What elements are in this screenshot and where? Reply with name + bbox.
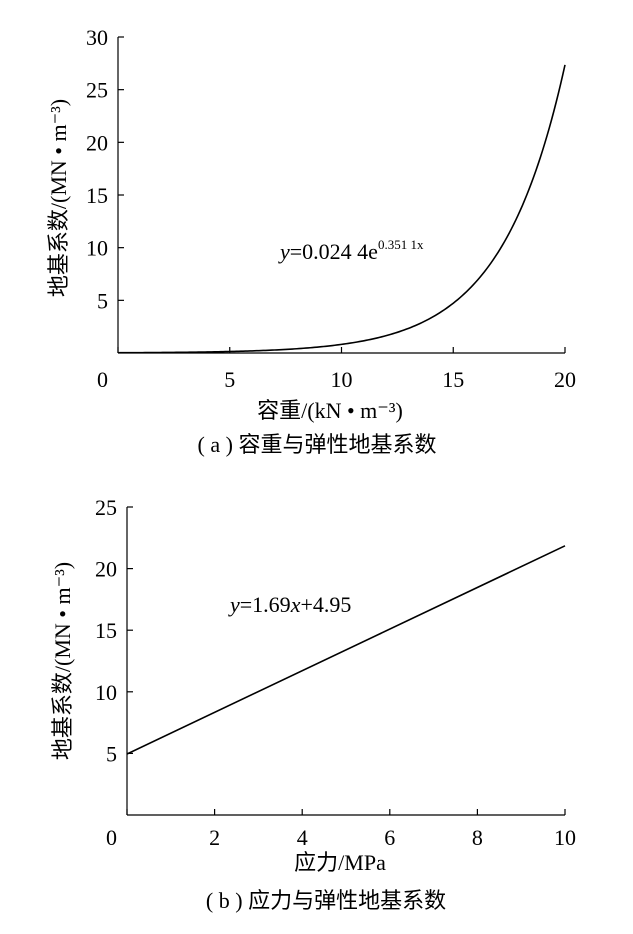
y-tick-label: 25 <box>95 495 117 520</box>
x-tick-label: 8 <box>472 825 483 850</box>
x-tick-label: 10 <box>331 367 353 392</box>
y-tick-label: 10 <box>86 236 108 261</box>
chart-a-caption: ( a ) 容重与弹性地基系数 <box>198 432 437 457</box>
chart-b-equation: y=1.69x+4.95 <box>228 592 351 617</box>
x-tick-label: 6 <box>384 825 395 850</box>
x-tick-label: 4 <box>297 825 308 850</box>
x-tick-label: 0 <box>106 825 117 850</box>
chart-a-x-axis-label: 容重/(kN • m⁻³) <box>257 398 403 423</box>
y-tick-label: 15 <box>95 618 117 643</box>
chart-a-series-line <box>117 64 566 354</box>
chart-a-y-axis-label: 地基系数/(MN • m⁻³) <box>46 99 71 297</box>
x-tick-label: 15 <box>442 367 464 392</box>
x-tick-label: 2 <box>209 825 220 850</box>
x-tick-label: 10 <box>554 825 576 850</box>
x-tick-label: 0 <box>97 367 108 392</box>
chart-a-y-ticks: 5 10 15 20 25 30 <box>86 25 124 313</box>
chart-a-x-ticks: 0 5 10 15 20 <box>97 347 576 392</box>
y-tick-label: 30 <box>86 25 108 50</box>
chart-b-caption: ( b ) 应力与弹性地基系数 <box>206 888 446 913</box>
x-tick-label: 5 <box>224 367 235 392</box>
chart-b-x-ticks: 0 2 4 6 8 10 <box>106 809 576 850</box>
y-tick-label: 10 <box>95 680 117 705</box>
y-tick-label: 15 <box>86 183 108 208</box>
chart-b-x-axis-label: 应力/MPa <box>294 850 386 875</box>
y-tick-label: 20 <box>86 130 108 155</box>
y-tick-label: 20 <box>95 557 117 582</box>
x-tick-label: 20 <box>554 367 576 392</box>
chart-b-series-line <box>126 545 566 755</box>
chart-b-y-ticks: 5 10 15 20 25 <box>95 495 133 766</box>
y-tick-label: 5 <box>106 741 117 766</box>
chart-b: 5 10 15 20 25 0 2 4 6 8 10 y=1.69x+4.95 应力/MPa 地基… <box>50 495 576 913</box>
y-tick-label: 5 <box>97 288 108 313</box>
y-tick-label: 25 <box>86 78 108 103</box>
chart-b-y-axis-label: 地基系数/(MN • m⁻³) <box>50 562 75 760</box>
chart-a-equation: y=0.024 4e0.351 1x <box>278 237 424 264</box>
